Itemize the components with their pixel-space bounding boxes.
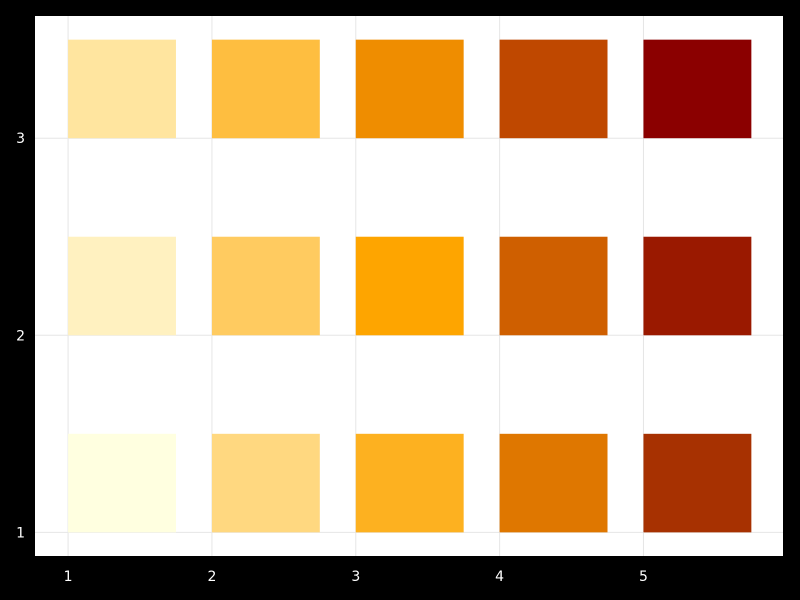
heatmap-cell-1-2 — [68, 236, 176, 336]
heatmap-cell-4-3 — [499, 39, 608, 139]
heatmap-cell-5-2 — [643, 236, 752, 336]
heatmap-cell-2-3 — [211, 39, 320, 139]
y-tick-label: 2 — [16, 328, 25, 344]
y-tick-label: 3 — [16, 131, 25, 147]
heatmap-cell-1-1 — [68, 433, 176, 533]
heatmap-cell-4-2 — [499, 236, 608, 336]
heatmap-cell-2-1 — [211, 433, 320, 533]
heatmap-cell-1-3 — [68, 39, 176, 139]
heatmap-cell-3-1 — [355, 433, 464, 533]
x-tick-label: 4 — [495, 569, 504, 585]
x-tick-label: 5 — [639, 569, 648, 585]
heatmap-cell-4-1 — [499, 433, 608, 533]
heatmap-cells — [68, 39, 752, 533]
heatmap-cell-5-1 — [643, 433, 752, 533]
x-axis: 1 2 3 4 5 — [64, 569, 648, 585]
y-tick-label: 1 — [16, 525, 25, 541]
heatmap-cell-3-3 — [355, 39, 464, 139]
x-tick-label: 2 — [207, 569, 216, 585]
x-tick-label: 1 — [64, 569, 73, 585]
heatmap-cell-2-2 — [211, 236, 320, 336]
heatmap-cell-3-2 — [355, 236, 464, 336]
y-axis: 1 2 3 — [16, 131, 25, 541]
x-tick-label: 3 — [351, 569, 360, 585]
heatmap-cell-5-3 — [643, 39, 752, 139]
